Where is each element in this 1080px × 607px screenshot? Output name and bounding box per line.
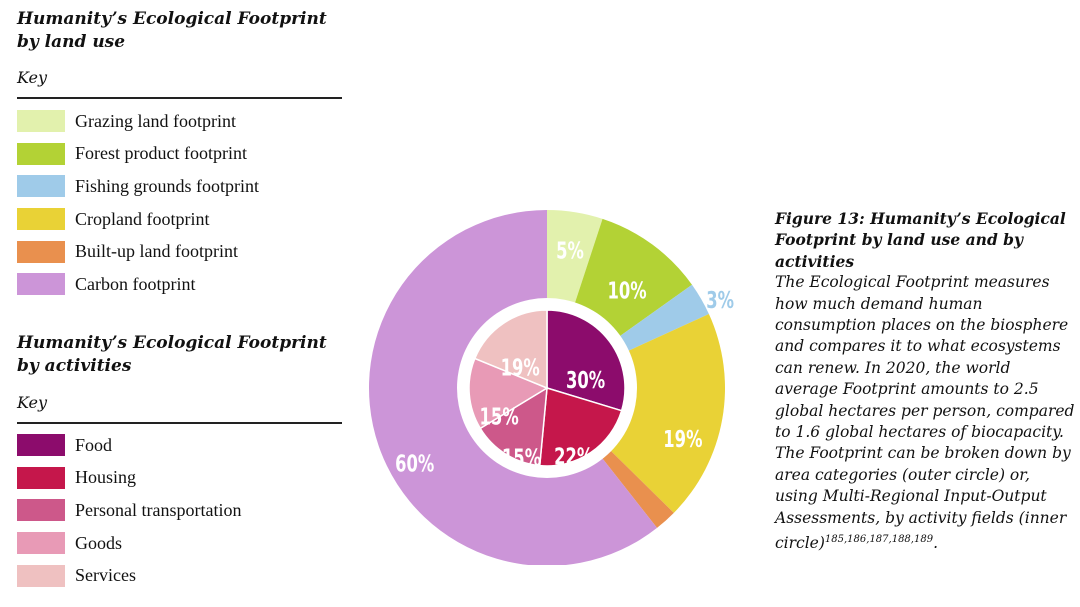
land-use-legend-label: Built-up land footprint (75, 241, 238, 262)
land-use-legend-item: Cropland footprint (17, 203, 347, 236)
land-use-legend-swatch (17, 175, 65, 198)
land-use-legend-item: Fishing grounds footprint (17, 170, 347, 203)
inner-label-housing: 22% (554, 443, 593, 471)
caption-end: . (933, 534, 938, 553)
activities-legend-item: Food (17, 429, 347, 462)
activities-heading: Humanity’s Ecological Footprint by activ… (17, 333, 327, 376)
activities-legend-label: Housing (75, 467, 137, 488)
land-use-legend-label: Cropland footprint (75, 208, 210, 229)
land-use-legend-swatch (17, 273, 65, 296)
activities-legend-swatch (17, 564, 65, 587)
land-use-legend-swatch (17, 208, 65, 231)
land-use-key-label: Key (17, 68, 48, 87)
land-use-legend-swatch (17, 110, 65, 133)
outer-label-cropland-footprint: 19% (663, 425, 702, 453)
inner-label-goods: 15% (480, 402, 519, 430)
activities-legend-swatch (17, 532, 65, 555)
activities-legend-label: Personal transportation (75, 499, 242, 520)
activities-legend-label: Services (75, 565, 136, 586)
activities-legend-swatch (17, 499, 65, 522)
activities-legend-swatch (17, 466, 65, 489)
land-use-legend: Grazing land footprint Forest product foo… (17, 105, 347, 301)
outer-label-grazing-land-footprint: 5% (556, 237, 584, 265)
inner-slice-housing (538, 387, 623, 467)
activities-legend-item: Housing (17, 462, 347, 495)
land-use-legend-item: Grazing land footprint (17, 105, 347, 138)
land-use-legend-label: Grazing land footprint (75, 110, 236, 131)
figure-caption: Figure 13: Humanity’s Ecological Footpri… (775, 208, 1075, 555)
activities-legend-label: Goods (75, 532, 123, 553)
outer-label-fishing-grounds-footprint: 3% (706, 286, 734, 314)
land-use-heading: Humanity’s Ecological Footprint by land … (17, 9, 327, 52)
inner-slice-food (546, 309, 626, 412)
inner-label-food: 30% (566, 366, 605, 394)
caption-references: 185,186,187,188,189 (824, 534, 934, 546)
land-use-legend-item: Built-up land footprint (17, 235, 347, 268)
inner-slice-services (473, 309, 548, 390)
land-use-legend-label: Carbon footprint (75, 273, 196, 294)
activities-divider (17, 422, 342, 424)
outer-label-carbon-footprint: 60% (395, 449, 434, 477)
activities-key-label: Key (17, 393, 48, 412)
caption-title: Figure 13: Humanity’s Ecological Footpri… (775, 209, 1066, 271)
activities-legend-item: Services (17, 559, 347, 592)
activities-legend-swatch (17, 434, 65, 457)
land-use-legend-swatch (17, 142, 65, 165)
inner-slice-goods (468, 357, 549, 430)
activities-legend: Food Housing Personal transportation Goods S… (17, 429, 347, 592)
inner-label-services: 19% (501, 353, 540, 381)
land-use-legend-swatch (17, 240, 65, 263)
activities-legend-item: Personal transportation (17, 494, 347, 527)
land-use-divider (17, 97, 342, 99)
outer-slice-cropland-footprint (547, 314, 725, 513)
inner-label-personal-transportation: 15% (502, 444, 541, 472)
land-use-legend-label: Fishing grounds footprint (75, 175, 260, 196)
caption-body: The Ecological Footprint measures how mu… (775, 273, 1075, 553)
land-use-legend-item: Carbon footprint (17, 268, 347, 301)
land-use-legend-item: Forest product footprint (17, 138, 347, 171)
inner-slice-personal-transportation (479, 386, 548, 467)
activities-legend-item: Goods (17, 527, 347, 560)
land-use-legend-label: Forest product footprint (75, 143, 247, 164)
activities-legend-label: Food (75, 434, 113, 455)
outer-label-forest-product-footprint: 10% (607, 276, 646, 304)
footprint-donut-chart: 5%10%3%19%2%60%30%22%15%15%19% (369, 210, 734, 565)
